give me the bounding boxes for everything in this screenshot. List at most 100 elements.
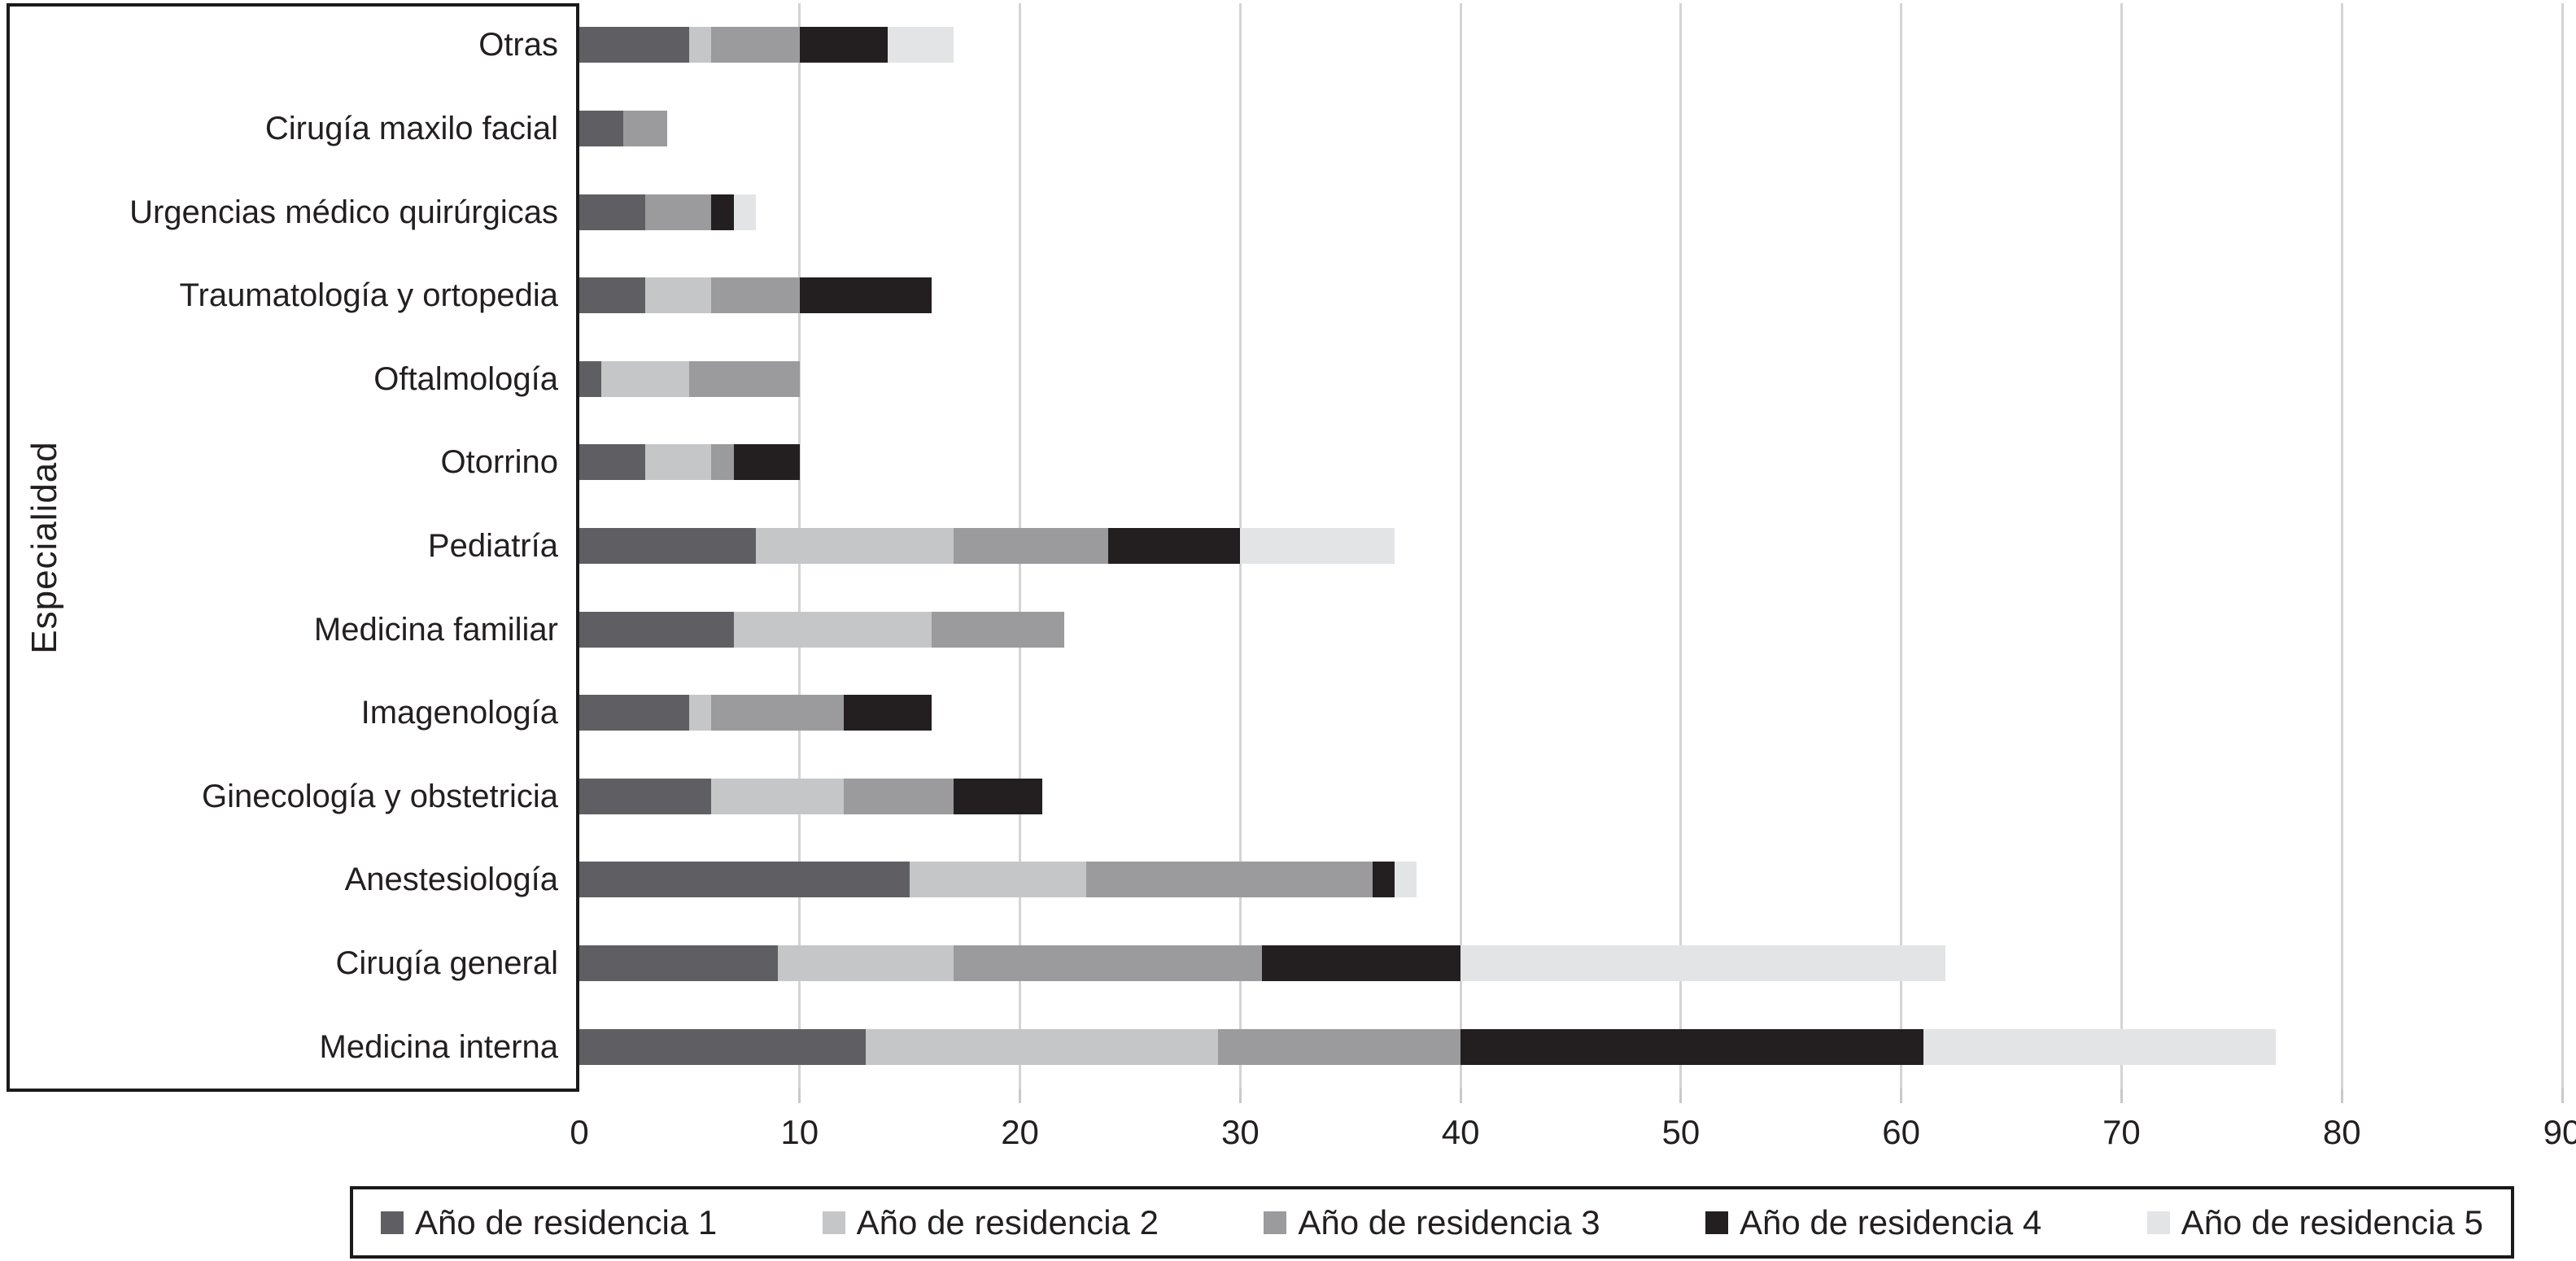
bar-segment <box>579 528 756 564</box>
stacked-bar <box>579 27 954 63</box>
legend-item: Año de residencia 4 <box>1705 1203 2041 1242</box>
bar-segment <box>1923 1028 2276 1065</box>
category-axis-box: Especialidad Otras Cirugía maxilo facial U… <box>7 3 579 1092</box>
bar-segment <box>579 444 646 481</box>
x-tick-mark <box>2340 1089 2343 1103</box>
bar-row <box>579 360 2562 397</box>
legend-label: Año de residencia 1 <box>415 1202 718 1241</box>
x-tick-label: 20 <box>1001 1113 1039 1151</box>
legend-label: Año de residencia 2 <box>856 1202 1159 1241</box>
category-label: Ginecología y obstetricia <box>201 778 558 814</box>
gridline <box>2340 3 2343 1089</box>
stacked-bar <box>579 528 1395 564</box>
bar-segment <box>623 110 668 146</box>
stacked-bar <box>579 862 1417 898</box>
bar-segment <box>1460 945 1945 982</box>
legend-label: Año de residencia 5 <box>2181 1202 2483 1241</box>
category-label: Anestesiología <box>344 862 558 898</box>
category-label: Otras <box>478 27 558 63</box>
legend-swatch-icon <box>2146 1211 2170 1234</box>
x-tick-mark <box>1019 1089 1022 1103</box>
bar-row <box>579 27 2562 63</box>
bar-segment <box>689 360 800 397</box>
category-label: Medicina familiar <box>313 611 558 648</box>
legend-item: Año de residencia 3 <box>1264 1203 1600 1242</box>
gridline <box>2120 3 2123 1089</box>
bar-segment <box>689 27 712 63</box>
legend-label: Año de residencia 3 <box>1298 1202 1600 1241</box>
x-tick-label: 40 <box>1441 1113 1480 1151</box>
bar-segment <box>711 27 800 63</box>
bar-row <box>579 194 2562 230</box>
category-label: Cirugía general <box>335 945 559 982</box>
gridline <box>1459 3 1462 1089</box>
bar-segment <box>711 444 734 481</box>
x-tick-label: 50 <box>1661 1113 1701 1151</box>
stacked-bar <box>579 444 800 481</box>
bar-segment <box>1218 1028 1461 1065</box>
bar-segment <box>733 194 756 230</box>
stacked-bar <box>579 194 756 230</box>
bar-segment <box>799 27 889 63</box>
bar-segment <box>954 945 1263 982</box>
bar-segment <box>755 528 954 564</box>
bar-segment <box>733 611 932 648</box>
x-tick-label: 0 <box>570 1113 589 1151</box>
bar-segment <box>1085 862 1373 898</box>
legend-swatch-icon <box>381 1211 404 1234</box>
legend-label: Año de residencia 4 <box>1740 1202 2042 1241</box>
bar-segment <box>601 360 690 397</box>
bar-segment <box>733 444 800 481</box>
legend: Año de residencia 1 Año de residencia 2 Añ… <box>350 1186 2514 1259</box>
bar-segment <box>711 194 734 230</box>
bar-segment <box>645 444 712 481</box>
bar-segment <box>954 778 1042 814</box>
bar-segment <box>1394 862 1417 898</box>
bar-segment <box>711 277 800 314</box>
bar-segment <box>579 277 646 314</box>
bar-segment <box>1372 862 1395 898</box>
bar-segment <box>579 1028 866 1065</box>
bar-row <box>579 945 2562 982</box>
legend-item: Año de residencia 2 <box>822 1202 1159 1242</box>
category-label: Medicina interna <box>319 1028 559 1065</box>
bar-segment <box>888 27 954 63</box>
bar-row <box>579 1028 2562 1065</box>
x-tick-label: 90 <box>2543 1113 2576 1151</box>
stacked-bar <box>579 945 1945 982</box>
category-label: Otorrino <box>440 444 559 481</box>
category-label: Oftalmología <box>373 360 558 397</box>
bar-segment <box>843 695 932 731</box>
bar-segment <box>645 277 712 314</box>
stacked-bar <box>579 277 932 314</box>
x-tick-mark <box>2120 1089 2123 1103</box>
x-tick-mark <box>1459 1089 1462 1103</box>
bar-segment <box>579 611 734 648</box>
x-axis: 0 10 20 30 40 50 60 70 80 90 <box>570 1089 2576 1154</box>
x-tick-mark <box>1900 1089 1903 1103</box>
bar-row <box>579 528 2562 564</box>
bar-row <box>579 444 2562 481</box>
bar-segment <box>711 778 844 814</box>
bar-segment <box>954 528 1108 564</box>
bar-segment <box>579 778 712 814</box>
legend-swatch-icon <box>1705 1211 1729 1234</box>
legend-swatch-icon <box>1264 1211 1287 1234</box>
bar-segment <box>1460 1028 1923 1065</box>
category-label: Traumatología y ortopedia <box>179 277 558 314</box>
bar-row <box>579 695 2562 731</box>
x-tick-label: 60 <box>1882 1113 1921 1151</box>
stacked-bar <box>579 1028 2276 1065</box>
bar-segment <box>711 695 844 731</box>
gridline <box>2561 3 2564 1089</box>
bar-segment <box>579 110 624 146</box>
x-tick-label: 70 <box>2102 1113 2141 1151</box>
category-label: Pediatría <box>427 528 558 564</box>
category-label: Imagenología <box>360 695 558 731</box>
stacked-bar <box>579 611 1064 648</box>
bar-segment <box>645 194 712 230</box>
x-tick-label: 30 <box>1220 1113 1260 1151</box>
bar-segment <box>579 945 778 982</box>
legend-item: Año de residencia 1 <box>381 1203 717 1242</box>
